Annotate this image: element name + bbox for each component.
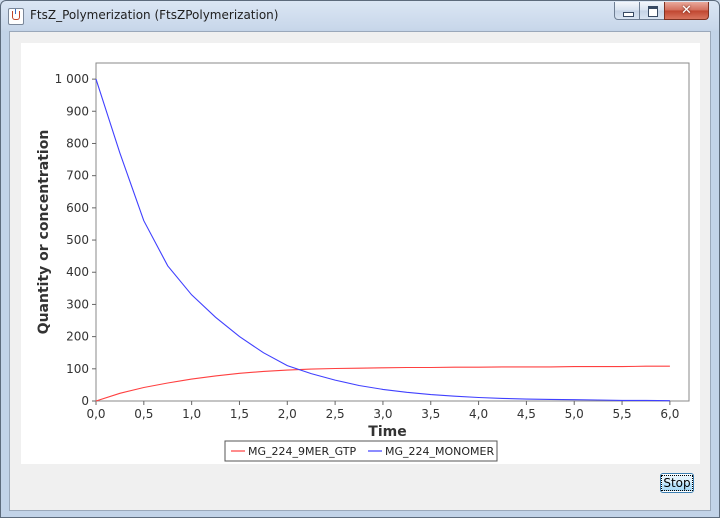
legend-label: MG_224_9MER_GTP: [248, 445, 356, 458]
content-pane: 0 100 200 300 400 500 600 700 800 900 1 000 0,0 0,5 1…: [9, 31, 711, 511]
x-tick-label: 4,5: [517, 407, 536, 421]
x-tick-label: 2,5: [326, 407, 345, 421]
x-tick-label: 3,0: [373, 407, 392, 421]
series-line: [95, 78, 670, 402]
java-app-icon[interactable]: [8, 8, 24, 25]
x-tick-label: 5,0: [565, 407, 584, 421]
close-button[interactable]: ✕: [664, 2, 709, 20]
legend-label: MG_224_MONOMER: [385, 445, 494, 458]
series-line: [95, 365, 670, 402]
legend-box: [224, 440, 498, 462]
legend: MG_224_9MER_GTP MG_224_MONOMER: [224, 440, 498, 462]
stop-button-label: Stop: [661, 475, 693, 491]
minimize-button[interactable]: [614, 2, 640, 20]
chart-panel: 0 100 200 300 400 500 600 700 800 900 1 000 0,0 0,5 1…: [21, 43, 700, 464]
y-tick-label: 700: [66, 169, 89, 183]
maximize-button[interactable]: [639, 2, 665, 20]
y-tick-label: 500: [66, 233, 89, 247]
x-axis-label: Time: [368, 424, 406, 440]
x-tick-label: 5,5: [613, 407, 632, 421]
x-tick-label: 0,5: [134, 407, 153, 421]
stop-button[interactable]: Stop: [660, 473, 694, 493]
x-tick-label: 3,5: [421, 407, 440, 421]
y-tick-label: 600: [66, 201, 89, 215]
y-tick-label: 100: [66, 362, 89, 376]
line-chart: 0 100 200 300 400 500 600 700 800 900 1 000 0,0 0,5 1…: [36, 62, 690, 462]
x-tick-label: 4,0: [469, 407, 488, 421]
y-tick-label: 900: [66, 104, 89, 118]
y-tick-label: 800: [66, 136, 89, 150]
y-tick-label: 200: [66, 330, 89, 344]
title-bar[interactable]: FtsZ_Polymerization (FtsZPolymerization)…: [1, 1, 719, 31]
window-title: FtsZ_Polymerization (FtsZPolymerization): [30, 8, 279, 22]
y-tick-label: 300: [66, 297, 89, 311]
close-icon: ✕: [681, 3, 692, 18]
x-tick-label: 0,0: [86, 407, 105, 421]
x-tick-label: 2,0: [278, 407, 297, 421]
x-tick-label: 1,0: [182, 407, 201, 421]
y-tick-label: 1 000: [55, 72, 89, 86]
x-tick-label: 6,0: [660, 407, 679, 421]
plot-area: [95, 62, 690, 402]
minimize-icon: [623, 12, 634, 17]
y-tick-label: 0: [81, 394, 89, 408]
y-axis-label: Quantity or concentration: [36, 130, 52, 335]
y-tick-label: 400: [66, 265, 89, 279]
x-tick-label: 1,5: [230, 407, 249, 421]
maximize-icon: [648, 6, 658, 17]
